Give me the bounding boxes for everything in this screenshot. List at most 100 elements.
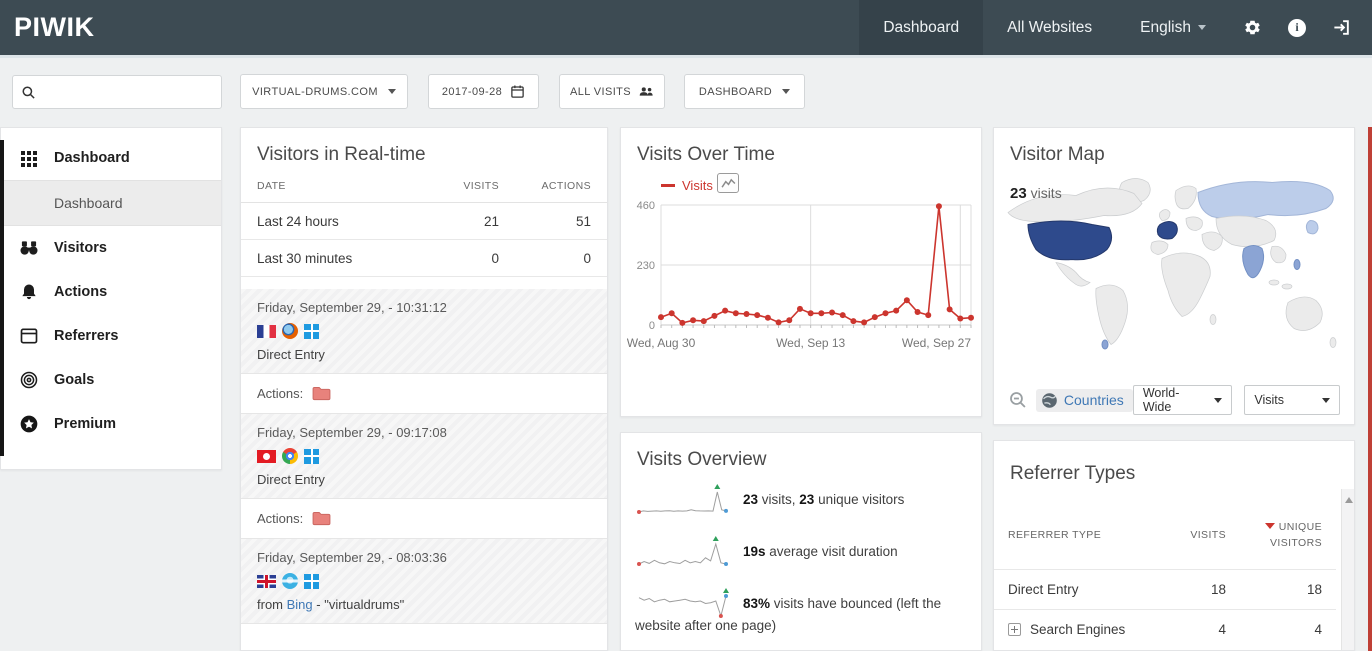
export-image-icon[interactable] (717, 173, 739, 193)
visitor-log: Friday, September 29, - 10:31:12 Direct … (241, 289, 607, 650)
summary-row-30min: Last 30 minutes 0 0 (241, 240, 607, 277)
segment-selector-button[interactable]: ALL VISITS (559, 74, 665, 109)
nav-language[interactable]: English (1116, 0, 1230, 55)
expand-icon[interactable] (1008, 623, 1021, 636)
nav-dashboard[interactable]: Dashboard (859, 0, 984, 55)
page-scrollbar[interactable] (1368, 127, 1372, 651)
visit-referrer: Direct Entry (257, 472, 325, 487)
bounce-sparkline[interactable] (635, 587, 730, 623)
france-flag-icon (257, 324, 276, 338)
date-picker-button[interactable]: 2017-09-28 (428, 74, 539, 109)
visit-datetime: Friday, September 29, - 08:03:36 (257, 550, 447, 565)
country-usa (1027, 220, 1113, 261)
ie-browser-icon (282, 573, 298, 589)
panel-title: Visitor Map (1010, 144, 1105, 165)
referrer-row-direct-entry: Direct Entry 18 18 (994, 569, 1336, 609)
sidebar-scrollbar[interactable] (0, 140, 4, 456)
nav-all-websites[interactable]: All Websites (1007, 18, 1093, 36)
column-referrer-type[interactable]: REFERRER TYPE (1008, 529, 1102, 542)
region-central-europe (1185, 216, 1203, 231)
folder-icon[interactable] (312, 511, 331, 526)
svg-text:Wed, Sep 13: Wed, Sep 13 (776, 336, 845, 350)
duration-sparkline[interactable] (635, 535, 730, 571)
region-middle-east (1201, 231, 1223, 251)
visits-over-time-panel: Visits Over Time Visits 0 230 460 Wed, Aug … (620, 127, 982, 417)
site-selector-button[interactable]: VIRTUAL-DRUMS.COM (240, 74, 408, 109)
calendar-icon (511, 85, 524, 98)
sidebar-item-referrers[interactable]: Referrers (1, 314, 221, 358)
visitor-log-entry: Friday, September 29, - 10:31:12 Direct … (241, 289, 607, 374)
zoom-out-icon[interactable] (1008, 390, 1028, 410)
search-input[interactable] (43, 84, 219, 100)
country-spain (1150, 240, 1169, 255)
country-philippines (1293, 259, 1301, 270)
region-indonesia (1281, 283, 1293, 290)
overview-row-duration: 19s average visit duration (621, 531, 981, 575)
visits-line-chart: 0 230 460 Wed, Aug 30 Wed, Sep 13 Wed, Sep 27 (627, 200, 974, 350)
site-search (12, 75, 222, 109)
map-scope-select[interactable]: World-Wide (1132, 385, 1233, 415)
referrer-table: Direct Entry 18 18 Search Engines 4 4 (994, 569, 1336, 649)
browser-window-icon (20, 328, 38, 344)
visits-sparkline[interactable] (635, 483, 730, 519)
country-new-zealand (1329, 337, 1337, 348)
windows-os-icon (304, 448, 319, 464)
visit-referrer: Direct Entry (257, 347, 325, 362)
svg-text:Wed, Sep 27: Wed, Sep 27 (902, 336, 971, 350)
header-nav: Dashboard All Websites English (859, 0, 1372, 55)
svg-text:0: 0 (649, 320, 655, 332)
sidebar-item-actions[interactable]: Actions (1, 270, 221, 314)
bing-referrer-link[interactable]: Bing (286, 597, 313, 612)
panel-title: Referrer Types (1010, 463, 1136, 484)
visitors-segment-icon (639, 87, 653, 96)
visitor-log-entry: Friday, September 29, - 09:17:08 Direct … (241, 414, 607, 499)
piwik-logo[interactable]: PIWIK (14, 12, 95, 42)
chart-legend-visits[interactable]: Visits (661, 178, 713, 193)
legend-dash-icon (661, 184, 675, 187)
world-map[interactable] (1000, 170, 1346, 375)
top-header: PIWIK Dashboard All Websites English (0, 0, 1372, 55)
map-controls: Countries World-Wide Visits (994, 383, 1354, 417)
region-south-america (1095, 284, 1128, 345)
header-divider (0, 55, 1372, 58)
uk-flag-icon (257, 574, 276, 588)
target-icon (20, 371, 38, 389)
sidebar-item-goals[interactable]: Goals (1, 358, 221, 402)
region-canada (1007, 187, 1143, 223)
visit-referrer: from Bing - "virtualdrums" (257, 597, 405, 612)
signout-icon (1334, 20, 1349, 35)
referrer-types-panel: Referrer Types REFERRER TYPE VISITS UNIQ… (993, 440, 1355, 651)
help-button[interactable] (1275, 18, 1319, 37)
region-indonesia (1268, 279, 1280, 286)
country-australia (1285, 296, 1323, 331)
countries-link[interactable]: Countries (1035, 388, 1133, 412)
sidebar-item-dashboard[interactable]: Dashboard (1, 136, 221, 180)
signout-button[interactable] (1319, 18, 1364, 37)
dashboard-menu-button[interactable]: DASHBOARD (684, 74, 805, 109)
panel-title: Visitors in Real-time (257, 144, 426, 165)
folder-icon[interactable] (312, 386, 331, 401)
chevron-down-icon (782, 89, 791, 94)
settings-button[interactable] (1230, 18, 1275, 37)
chevron-down-icon (1322, 397, 1330, 403)
windows-os-icon (304, 573, 319, 589)
region-africa (1161, 252, 1211, 317)
sidebar-item-premium[interactable]: Premium (1, 402, 221, 446)
tunisia-flag-icon (257, 449, 276, 463)
map-metric-select[interactable]: Visits (1244, 385, 1340, 415)
sidebar-subitem-dashboard[interactable]: Dashboard (1, 180, 221, 226)
sidebar-item-visitors[interactable]: Visitors (1, 226, 221, 270)
region-southeast-asia (1270, 245, 1287, 264)
visit-datetime: Friday, September 29, - 10:31:12 (257, 300, 447, 315)
country-chile (1101, 339, 1109, 350)
overview-row-visits: 23 visits, 23 unique visitors (621, 479, 981, 523)
visit-datetime: Friday, September 29, - 09:17:08 (257, 425, 447, 440)
realtime-table-header: DATE VISITS ACTIONS (241, 180, 607, 203)
column-unique-visitors[interactable]: UNIQUE VISITORS (1226, 519, 1322, 552)
column-visits[interactable]: VISITS (1190, 529, 1226, 542)
chevron-down-icon (1214, 397, 1223, 403)
overview-row-bounce: 83% visits have bounced (left the websit… (621, 583, 981, 637)
referrer-row-search-engines[interactable]: Search Engines 4 4 (994, 609, 1336, 649)
table-scrollbar[interactable] (1341, 489, 1354, 650)
visit-actions-row (241, 624, 607, 650)
